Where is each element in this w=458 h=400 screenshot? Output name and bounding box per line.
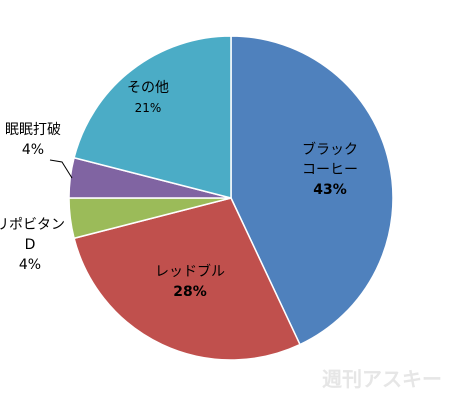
- category-label: ブラック コーヒー: [302, 142, 358, 178]
- value-label: 28%: [173, 284, 207, 300]
- pie-slice: [73, 197, 301, 361]
- leader-line: [49, 159, 73, 179]
- category-label: 眠眠打破: [5, 122, 61, 138]
- slice-label: レッドブル 28%: [155, 262, 225, 302]
- category-label: その他: [127, 80, 169, 96]
- category-label: レッドブル: [155, 264, 225, 280]
- value-label: 4%: [21, 142, 45, 158]
- watermark: 週刊アスキー: [322, 367, 442, 391]
- value-label: 21%: [134, 101, 162, 115]
- slice-label: その他 21%: [127, 78, 169, 118]
- value-label: 43%: [313, 182, 347, 198]
- slice-label: 眠眠打破 4%: [5, 120, 61, 160]
- value-label: 4%: [18, 257, 42, 273]
- pie-slice: [230, 35, 394, 346]
- pie-slice: [73, 35, 232, 199]
- category-label: リポビタン D: [0, 217, 65, 253]
- slice-label: ブラック コーヒー 43%: [302, 140, 358, 200]
- slice-label: リポビタン D 4%: [0, 215, 65, 275]
